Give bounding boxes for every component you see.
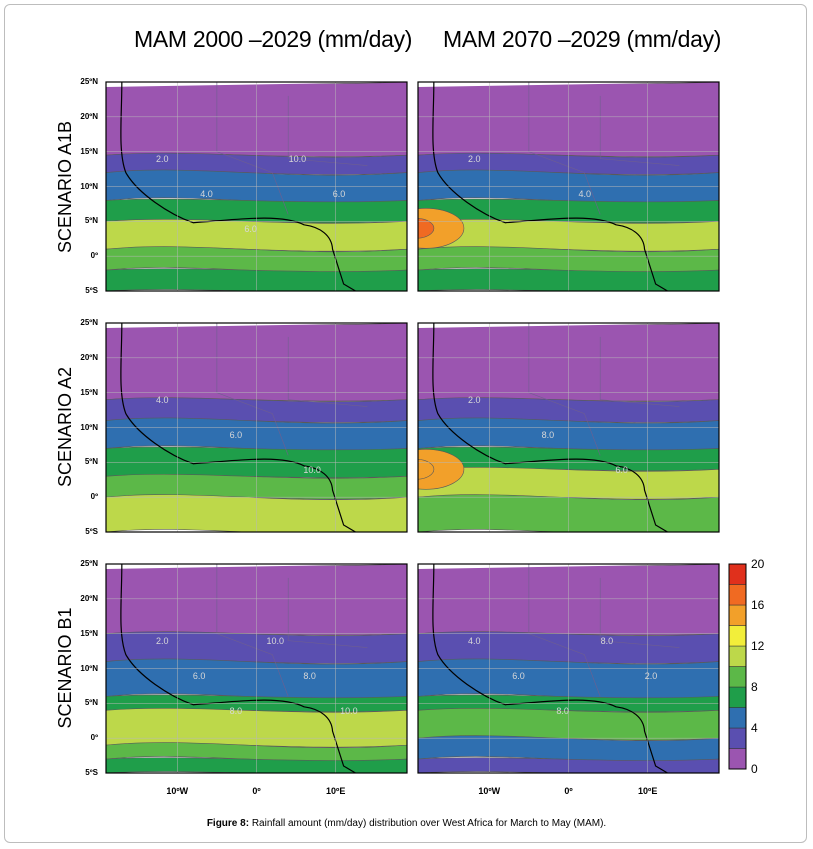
colorbar-swatch	[728, 604, 747, 626]
colorbar-swatch	[728, 645, 747, 667]
contour-label: 2.0	[156, 154, 169, 164]
colorbar-swatch	[728, 666, 747, 688]
map-panel-a1b-future: 2.0 4.0	[417, 81, 720, 292]
figure-caption: Figure 8: Rainfall amount (mm/day) distr…	[0, 818, 813, 829]
latitude-tick-label: 5ºN	[84, 457, 98, 467]
contour-label: 2.0	[468, 154, 481, 164]
colorbar-swatch	[728, 727, 747, 749]
panel-border	[417, 81, 720, 292]
colorbar-tick-label: 0	[751, 762, 758, 776]
map-panel-a2-present: 4.0 6.0 10.0	[105, 322, 408, 533]
latitude-tick-label: 5ºS	[85, 527, 98, 536]
colorbar-swatch	[728, 707, 747, 729]
contour-label: 4.0	[468, 636, 481, 646]
longitude-tick-label: 10ºW	[478, 786, 501, 796]
panel-border	[105, 563, 408, 774]
contour-label: 2.0	[468, 395, 481, 405]
rainfall-max-core	[418, 218, 435, 239]
latitude-tick-label: 10ºN	[80, 663, 98, 673]
colorbar-swatch	[728, 563, 747, 585]
latitude-tick-label: 0º	[90, 251, 98, 261]
column-title-future: MAM 2070 –2029 (mm/day)	[443, 26, 722, 52]
contour-label: 6.0	[244, 224, 257, 234]
latitude-tick-label: 25ºN	[80, 77, 98, 86]
colorbar-tick-label: 12	[751, 639, 765, 653]
latitude-tick-label: 0º	[90, 492, 98, 502]
latitude-tick-label: 10ºN	[80, 422, 98, 432]
colorbar-swatch	[728, 686, 747, 708]
contour-label: 4.0	[579, 189, 592, 199]
latitude-tick-label: 20ºN	[80, 352, 98, 362]
latitude-tick-label: 10ºN	[80, 181, 98, 191]
latitude-tick-label: 5ºN	[84, 216, 98, 226]
latitude-tick-label: 5ºN	[84, 698, 98, 708]
panel-border	[105, 81, 408, 292]
latitude-tick-label: 15ºN	[80, 628, 98, 638]
panel-border	[417, 563, 720, 774]
contour-label: 10.0	[303, 465, 321, 475]
caption-text: Rainfall amount (mm/day) distribution ov…	[249, 818, 607, 829]
contour-label: 2.0	[156, 636, 169, 646]
map-panel-a1b-present: 2.0 4.0 6.0 10.0 6.0	[105, 81, 408, 292]
map-panel-b1-future: 4.0 6.0 8.0 8.0 2.0	[417, 563, 720, 774]
contour-label: 6.0	[230, 430, 243, 440]
contour-label: 6.0	[193, 671, 206, 681]
rainfall-max-zone	[418, 208, 465, 249]
colorbar-border	[728, 563, 747, 770]
contour-label: 4.0	[156, 395, 169, 405]
panel-border	[105, 322, 408, 533]
latitude-tick-label: 25ºN	[80, 559, 98, 568]
contour-label: 8.0	[601, 636, 614, 646]
longitude-tick-label: 10ºE	[326, 786, 346, 796]
longitude-tick-label: 0º	[564, 786, 573, 796]
latitude-tick-label: 20ºN	[80, 593, 98, 603]
contour-label: 2.0	[645, 671, 658, 681]
rainfall-max-core	[418, 459, 435, 480]
colorbar-swatch	[728, 625, 747, 647]
column-title-present: MAM 2000 –2029 (mm/day)	[134, 26, 413, 52]
contour-label: 6.0	[512, 671, 525, 681]
rainfall-max-zone	[418, 449, 465, 490]
colorbar-tick-label: 16	[751, 598, 765, 612]
figure-frame	[4, 4, 807, 843]
contour-label: 8.0	[542, 430, 555, 440]
latitude-tick-label: 25ºN	[80, 318, 98, 327]
longitude-tick-label: 10ºW	[166, 786, 189, 796]
caption-prefix: Figure 8:	[206, 818, 250, 829]
contour-label: 6.0	[333, 189, 346, 199]
longitude-tick-label: 10ºE	[638, 786, 658, 796]
colorbar-tick-label: 20	[751, 557, 765, 571]
map-panel-b1-present: 2.0 6.0 8.0 10.0 8.0 10.0	[105, 563, 408, 774]
contour-label: 4.0	[200, 189, 213, 199]
latitude-tick-label: 0º	[90, 733, 98, 743]
contour-label: 10.0	[340, 706, 358, 716]
latitude-tick-label: 5ºS	[85, 768, 98, 777]
panel-border	[417, 322, 720, 533]
latitude-tick-label: 20ºN	[80, 111, 98, 121]
contour-label: 8.0	[230, 706, 243, 716]
contour-label: 8.0	[303, 671, 316, 681]
colorbar-swatch	[728, 584, 747, 606]
contour-label: 8.0	[556, 706, 569, 716]
map-panel-a2-future: 2.0 8.0 6.0	[417, 322, 720, 533]
latitude-tick-label: 5ºS	[85, 286, 98, 295]
longitude-tick-label: 0º	[252, 786, 261, 796]
colorbar-swatch	[728, 748, 747, 770]
latitude-tick-label: 15ºN	[80, 387, 98, 397]
colorbar-tick-label: 8	[751, 680, 758, 694]
colorbar-tick-label: 4	[751, 721, 758, 735]
latitude-tick-label: 15ºN	[80, 146, 98, 156]
contour-label: 10.0	[267, 636, 285, 646]
contour-label: 10.0	[289, 154, 307, 164]
contour-label: 6.0	[615, 465, 628, 475]
